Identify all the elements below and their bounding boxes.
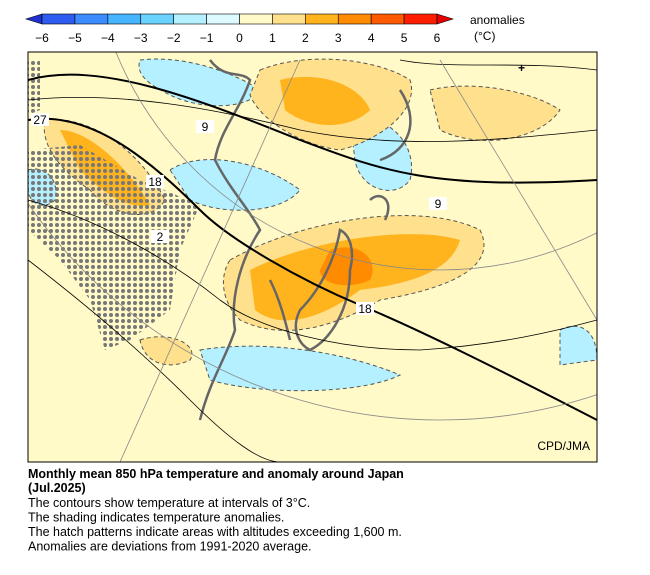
colorbar-tick-label: −5 — [68, 31, 82, 45]
colorbar-segment — [140, 13, 174, 25]
colorbar-segment — [272, 13, 306, 25]
caption-line: The contours show temperature at interva… — [28, 496, 310, 510]
colorbar-tick-label: −6 — [35, 31, 49, 45]
contour-label: 9 — [435, 197, 442, 211]
colorbar-segment — [403, 13, 438, 25]
colorbar-tick-label: 2 — [302, 31, 309, 45]
colorbar-tick-label: −4 — [101, 31, 115, 45]
contour-label-bg — [31, 113, 49, 126]
contour-label: 9 — [202, 120, 209, 134]
colorbar-tick-label: 0 — [236, 31, 243, 45]
caption-line: The hatch patterns indicate areas with a… — [28, 525, 402, 539]
contour-label: 18 — [358, 302, 372, 316]
contour-label: 27 — [33, 113, 47, 127]
caption-line: The shading indicates temperature anomal… — [28, 511, 284, 525]
contour-label-bg — [196, 120, 214, 133]
coastline — [198, 59, 412, 421]
colorbar-segment — [239, 13, 273, 25]
colorbar-tick-label: −3 — [134, 31, 148, 45]
colorbar-tick-label: 5 — [401, 31, 408, 45]
colorbar-label: anomalies — [470, 13, 525, 27]
colorbar-segment — [173, 13, 207, 25]
graticule — [28, 52, 597, 462]
contour-label: 18 — [148, 175, 162, 189]
map-frame — [27, 51, 598, 463]
colorbar-tick-label: 1 — [269, 31, 276, 45]
colorbar-arrow — [436, 13, 455, 25]
colorbar-segment — [305, 13, 339, 25]
map: + 27 9 18 2 9 18 CPD/JMA — [28, 52, 597, 462]
colorbar: −6 −5 −4 −3 −2 −1 0 1 2 3 4 5 6 — [24, 13, 455, 45]
colorbar-segment — [206, 13, 240, 25]
colorbar-tick-label: −1 — [200, 31, 214, 45]
colorbar-tick-label: 6 — [434, 31, 441, 45]
contour-label-bg — [429, 197, 447, 210]
colorbar-segment — [41, 13, 76, 25]
colorbar-unit: (°C) — [474, 29, 495, 43]
colorbar-segment — [74, 13, 109, 25]
contour-label-bg — [356, 302, 374, 315]
colorbar-segment — [337, 13, 372, 25]
caption-lines: The contours show temperature at interva… — [28, 496, 402, 554]
caption-subtitle: (Jul.2025) — [28, 481, 86, 495]
colorbar-tick-label: 3 — [335, 31, 342, 45]
caption-line: Anomalies are deviations from 1991-2020 … — [28, 540, 312, 554]
colorbar-tick-label: 4 — [368, 31, 375, 45]
contour-label: 2 — [157, 230, 164, 244]
credit: CPD/JMA — [537, 439, 590, 453]
colorbar-segment — [370, 13, 405, 25]
caption-title: Monthly mean 850 hPa temperature and ano… — [28, 467, 404, 481]
colorbar-arrow — [24, 13, 43, 25]
contour — [28, 59, 597, 462]
contour-labels: 27 9 18 2 9 18 — [31, 113, 447, 316]
contour-label-bg — [151, 230, 169, 243]
colorbar-tick-label: −2 — [167, 31, 181, 45]
pole-marker: + — [518, 61, 525, 75]
high-altitude-hatch — [28, 60, 40, 115]
colorbar-segment — [107, 13, 142, 25]
high-altitude-hatch — [28, 145, 200, 350]
contour-label-bg — [146, 175, 164, 188]
